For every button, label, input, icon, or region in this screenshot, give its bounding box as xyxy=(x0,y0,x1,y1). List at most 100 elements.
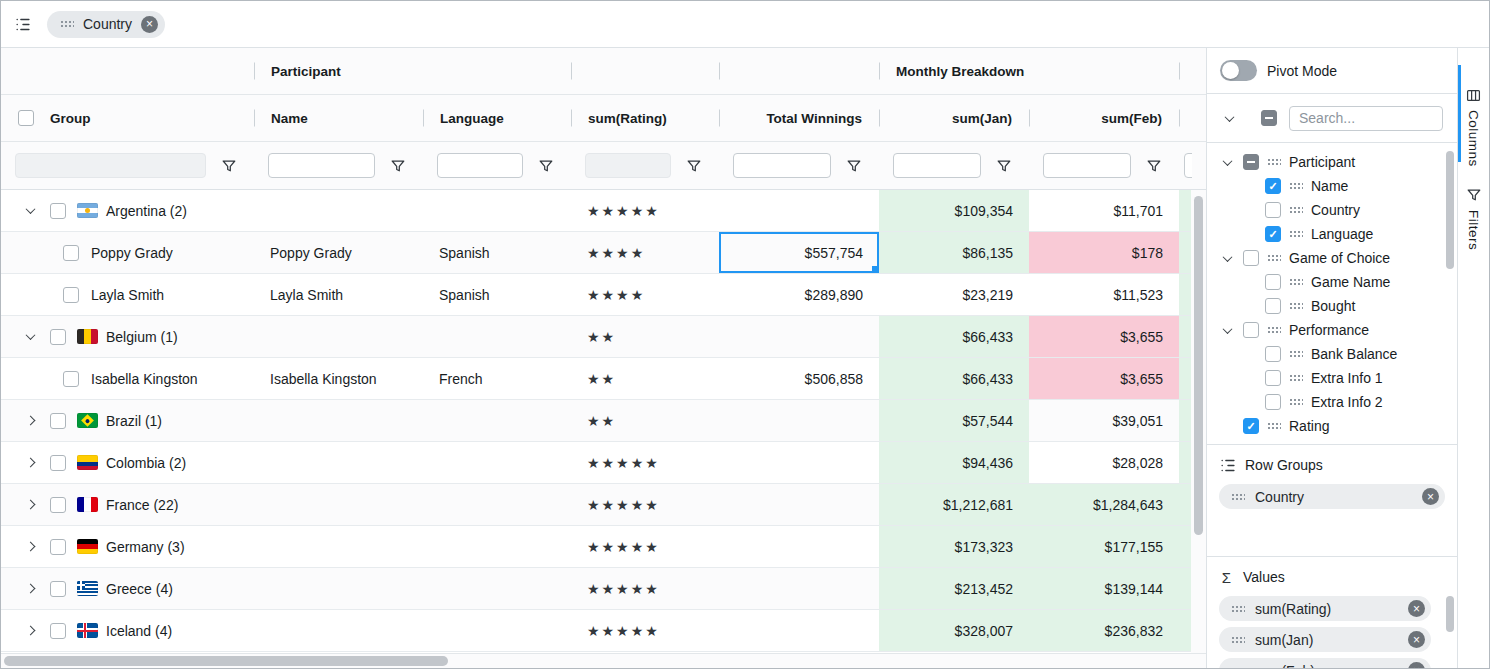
filter-input[interactable] xyxy=(1043,153,1131,178)
column-header-group[interactable]: Group xyxy=(1,95,254,141)
cell-total-winnings[interactable] xyxy=(719,568,879,609)
drag-grip-icon[interactable] xyxy=(1289,373,1303,383)
cell-name[interactable] xyxy=(254,568,423,609)
cell-total-winnings-selected[interactable]: $557,754 xyxy=(719,232,879,273)
close-icon[interactable]: × xyxy=(1408,600,1425,617)
column-checkbox[interactable] xyxy=(1265,202,1281,218)
cell-total-winnings[interactable] xyxy=(719,400,879,441)
cell-sum-feb[interactable]: $39,051 xyxy=(1029,400,1179,441)
cell-sum-jan[interactable]: $23,219 xyxy=(879,274,1029,315)
cell-rating[interactable]: ★★★★★ xyxy=(571,568,719,609)
cell-language[interactable]: Spanish xyxy=(423,274,571,315)
chip-sum-jan-[interactable]: sum(Jan)× xyxy=(1219,627,1431,652)
cell-sum-jan[interactable]: $57,544 xyxy=(879,400,1029,441)
filter-funnel-icon[interactable] xyxy=(218,158,240,174)
row-checkbox[interactable] xyxy=(50,581,66,597)
chevron-down-icon[interactable] xyxy=(22,333,38,340)
close-icon[interactable]: × xyxy=(1422,488,1439,505)
column-header-sum-jan-[interactable]: sum(Jan) xyxy=(879,95,1029,141)
cell-sum-jan[interactable]: $66,433 xyxy=(879,316,1029,357)
cell-sum-jan[interactable]: $66,433 xyxy=(879,358,1029,399)
cell-sum-jan[interactable]: $213,452 xyxy=(879,568,1029,609)
cell-name[interactable] xyxy=(254,484,423,525)
cell-name[interactable]: Isabella Kingston xyxy=(254,358,423,399)
column-checkbox[interactable] xyxy=(1265,298,1281,314)
drag-grip-icon[interactable] xyxy=(1267,325,1281,335)
cell-name[interactable]: Layla Smith xyxy=(254,274,423,315)
drag-grip-icon[interactable] xyxy=(1289,397,1303,407)
column-search-input[interactable] xyxy=(1289,106,1443,131)
cell-rating[interactable]: ★★ xyxy=(571,400,719,441)
cell-rating[interactable]: ★★★★★ xyxy=(571,526,719,567)
filter-input[interactable] xyxy=(733,153,831,178)
chevron-right-icon[interactable] xyxy=(22,417,38,424)
column-checkbox[interactable] xyxy=(1243,250,1259,266)
cell-name[interactable] xyxy=(254,442,423,483)
drag-grip-icon[interactable] xyxy=(1231,666,1245,669)
row-checkbox[interactable] xyxy=(63,245,79,261)
cell-sum-jan[interactable]: $109,354 xyxy=(879,190,1029,231)
row-group-chip-country[interactable]: Country × xyxy=(47,11,165,38)
cell-rating[interactable]: ★★★★★ xyxy=(571,190,719,231)
cell-sum-feb[interactable]: $11,523 xyxy=(1029,274,1179,315)
drag-grip-icon[interactable] xyxy=(1289,205,1303,215)
filter-funnel-icon[interactable] xyxy=(683,158,705,174)
filter-funnel-icon[interactable] xyxy=(843,158,865,174)
cell-total-winnings[interactable] xyxy=(719,610,879,651)
drag-grip-icon[interactable] xyxy=(1231,492,1245,502)
cell-sum-jan[interactable]: $1,212,681 xyxy=(879,484,1029,525)
cell-sum-feb[interactable]: $3,655 xyxy=(1029,316,1179,357)
column-header-sum-rating-[interactable]: sum(Rating) xyxy=(571,95,719,141)
expand-all-chevron-icon[interactable] xyxy=(1221,115,1237,122)
cell-language[interactable] xyxy=(423,484,571,525)
pivot-mode-toggle[interactable] xyxy=(1220,60,1257,81)
cell-name[interactable] xyxy=(254,316,423,357)
close-icon[interactable]: × xyxy=(1408,662,1425,668)
filter-funnel-icon[interactable] xyxy=(387,158,409,174)
horizontal-scrollbar-thumb[interactable] xyxy=(4,656,448,666)
cell-sum-feb[interactable]: $11,701 xyxy=(1029,190,1179,231)
drag-grip-icon[interactable] xyxy=(60,19,74,29)
cell-sum-jan[interactable]: $173,323 xyxy=(879,526,1029,567)
cell-sum-feb[interactable]: $1,284,643 xyxy=(1029,484,1179,525)
cell-name[interactable]: Poppy Grady xyxy=(254,232,423,273)
filter-funnel-icon[interactable] xyxy=(1143,158,1165,174)
column-header-sum-feb-[interactable]: sum(Feb) xyxy=(1029,95,1179,141)
chip-sum-feb-[interactable]: sum(Feb)× xyxy=(1219,658,1431,668)
filter-input[interactable] xyxy=(893,153,981,178)
horizontal-scrollbar[interactable] xyxy=(1,653,1206,668)
column-header-name[interactable]: Name xyxy=(254,95,423,141)
cell-sum-feb[interactable]: $236,832 xyxy=(1029,610,1179,651)
filter-funnel-icon[interactable] xyxy=(535,158,557,174)
cell-name[interactable] xyxy=(254,526,423,567)
drag-grip-icon[interactable] xyxy=(1267,421,1281,431)
cell-sum-feb[interactable]: $139,144 xyxy=(1029,568,1179,609)
column-checkbox[interactable] xyxy=(1265,346,1281,362)
filter-input[interactable] xyxy=(1184,153,1192,178)
column-checkbox[interactable] xyxy=(1265,178,1281,194)
cell-language[interactable] xyxy=(423,526,571,567)
chevron-right-icon[interactable] xyxy=(22,459,38,466)
cell-name[interactable] xyxy=(254,400,423,441)
cell-language[interactable]: Spanish xyxy=(423,232,571,273)
cell-rating[interactable]: ★★★★★ xyxy=(571,484,719,525)
column-checkbox[interactable] xyxy=(1265,394,1281,410)
chevron-down-icon[interactable] xyxy=(1219,159,1235,166)
row-checkbox[interactable] xyxy=(50,329,66,345)
chip-country[interactable]: Country× xyxy=(1219,484,1445,509)
cell-sum-feb[interactable]: $3,655 xyxy=(1029,358,1179,399)
row-checkbox[interactable] xyxy=(50,539,66,555)
column-header-language[interactable]: Language xyxy=(423,95,571,141)
cell-language[interactable]: French xyxy=(423,358,571,399)
cell-language[interactable] xyxy=(423,610,571,651)
cell-language[interactable] xyxy=(423,400,571,441)
row-checkbox[interactable] xyxy=(63,287,79,303)
filter-input[interactable] xyxy=(437,153,523,178)
row-checkbox[interactable] xyxy=(50,413,66,429)
close-icon[interactable]: × xyxy=(141,16,158,33)
drag-grip-icon[interactable] xyxy=(1289,349,1303,359)
chevron-right-icon[interactable] xyxy=(22,585,38,592)
chevron-down-icon[interactable] xyxy=(22,207,38,214)
cell-language[interactable] xyxy=(423,442,571,483)
drag-grip-icon[interactable] xyxy=(1231,604,1245,614)
